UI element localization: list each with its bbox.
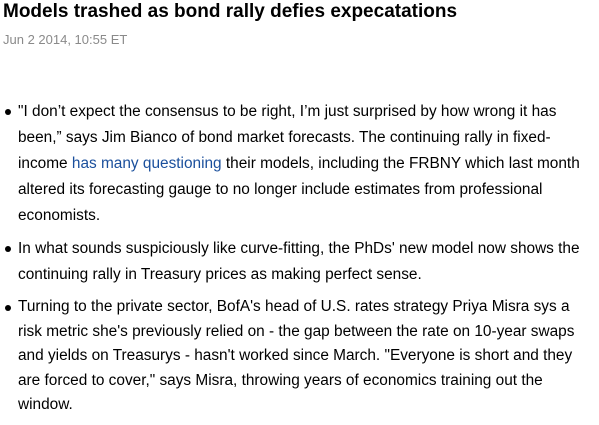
bullet-list: "I don’t expect the consensus to be righ…: [0, 99, 590, 425]
bullet-text: In what sounds suspiciously like curve-f…: [18, 240, 580, 283]
bullet: In what sounds suspiciously like curve-f…: [0, 236, 590, 288]
inline-link[interactable]: has many questioning: [71, 155, 222, 172]
article-title: Models trashed as bond rally defies expe…: [3, 1, 458, 22]
bullet: "I don’t expect the consensus to be righ…: [0, 99, 590, 229]
bullet-text: their models, including the FRBNY which …: [18, 155, 580, 224]
page: Models trashed as bond rally defies expe…: [3, 1, 580, 413]
article-date: Jun 2 2014, 10:55 ET: [3, 32, 128, 47]
bullet-text: "I don’t expect the consensus to be righ…: [18, 103, 557, 172]
bullet-text: Turning to the private sector, BofA's he…: [18, 298, 575, 413]
bullet: Turning to the private sector, BofA's he…: [0, 295, 590, 418]
